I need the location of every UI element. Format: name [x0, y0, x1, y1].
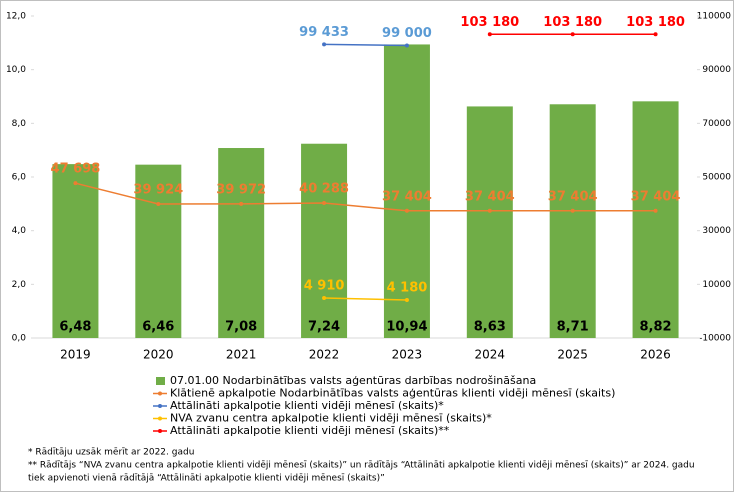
bar [632, 101, 679, 338]
y2-tick-label: 10000 [702, 280, 731, 290]
x-tick-label: 2021 [226, 348, 257, 362]
line-marker [487, 32, 492, 37]
bar [549, 104, 596, 338]
y2-tick-label: -10000 [699, 334, 731, 344]
bar-value-label: 8,82 [640, 320, 672, 335]
bar-value-label: 6,48 [59, 320, 91, 335]
x-tick-label: 2023 [392, 348, 423, 362]
line-series [324, 297, 407, 301]
line-value-label: 37 404 [631, 189, 681, 204]
bar [466, 106, 513, 338]
footnote: ** Rādītājs “NVA zvanu centra apkalpotie… [28, 461, 695, 471]
legend-label: NVA zvanu centra apkalpotie klienti vidē… [170, 412, 492, 425]
line-marker [73, 181, 78, 186]
legend-label: Attālināti apkalpotie klienti vidēji mēn… [170, 399, 444, 412]
bar [301, 143, 348, 338]
line-value-label: 39 972 [216, 182, 266, 197]
y-tick-label: 10,0 [6, 65, 26, 75]
x-tick-label: 2024 [475, 348, 506, 362]
line-value-label: 99 433 [299, 25, 349, 40]
legend-label: Klātienē apkalpotie Nodarbinātības valst… [170, 387, 615, 400]
y2-tick-label: 110000 [697, 12, 732, 22]
bar [383, 44, 430, 339]
line-value-label: 4 180 [387, 280, 428, 295]
legend-marker [158, 416, 162, 421]
y-tick-label: 0,0 [12, 334, 27, 344]
x-tick-label: 2020 [143, 348, 174, 362]
x-tick-label: 2019 [60, 348, 91, 362]
line-value-label: 103 180 [543, 15, 602, 30]
y-tick-label: 4,0 [12, 226, 27, 236]
line-marker [404, 297, 409, 302]
y-tick-label: 2,0 [12, 280, 27, 290]
line-marker [570, 32, 575, 37]
line-marker [322, 201, 327, 206]
line-value-label: 103 180 [626, 15, 685, 30]
y2-tick-label: 30000 [702, 226, 731, 236]
line-value-label: 37 404 [382, 189, 432, 204]
line-marker [239, 201, 244, 206]
line-value-label: 39 924 [133, 183, 183, 198]
y-tick-label: 8,0 [12, 119, 27, 129]
bar [135, 164, 182, 338]
bar [218, 148, 265, 338]
line-marker [487, 208, 492, 213]
line-marker [322, 42, 327, 47]
bar-value-label: 6,46 [142, 320, 174, 335]
legend-marker [158, 404, 162, 408]
x-tick-label: 2022 [309, 348, 340, 362]
line-marker [653, 208, 658, 213]
bar-value-label: 7,08 [225, 320, 257, 335]
line-series [75, 182, 656, 212]
y-tick-label: 6,0 [12, 173, 27, 183]
y-tick-label: 12,0 [6, 12, 26, 22]
legend-swatch [156, 377, 165, 385]
y2-tick-label: 70000 [702, 119, 731, 129]
legend-label: 07.01.00 Nodarbinātības valsts aģentūras… [170, 374, 536, 387]
line-value-label: 4 910 [304, 278, 345, 293]
line-marker [156, 202, 161, 207]
bar [52, 164, 99, 338]
line-marker [653, 32, 658, 37]
y2-tick-label: 90000 [702, 65, 731, 75]
line-marker [404, 43, 409, 48]
footnote: * Rādītāju uzsāk mērīt ar 2022. gadu [28, 448, 194, 458]
line-value-label: 40 288 [299, 182, 349, 197]
footnote: tiek apvienoti vienā rādītājā “Attālināt… [28, 474, 385, 484]
line-marker [404, 208, 409, 213]
legend-label: Attālināti apkalpotie klienti vidēji mēn… [170, 424, 450, 437]
line-value-label: 47 698 [51, 162, 101, 177]
line-value-label: 99 000 [382, 26, 432, 41]
line-marker [570, 208, 575, 213]
line-marker [322, 295, 327, 300]
x-tick-label: 2026 [640, 348, 671, 362]
bar-value-label: 8,63 [474, 320, 506, 335]
bar-value-label: 7,24 [308, 320, 340, 335]
x-tick-label: 2025 [557, 348, 588, 362]
legend-marker [158, 391, 162, 396]
bar-value-label: 10,94 [386, 320, 427, 335]
line-value-label: 37 404 [465, 189, 515, 204]
legend-marker [158, 429, 162, 433]
line-value-label: 103 180 [460, 15, 519, 30]
line-series [324, 43, 407, 47]
y2-tick-label: 50000 [702, 173, 731, 183]
bar-value-label: 8,71 [557, 320, 589, 335]
line-value-label: 37 404 [548, 189, 598, 204]
